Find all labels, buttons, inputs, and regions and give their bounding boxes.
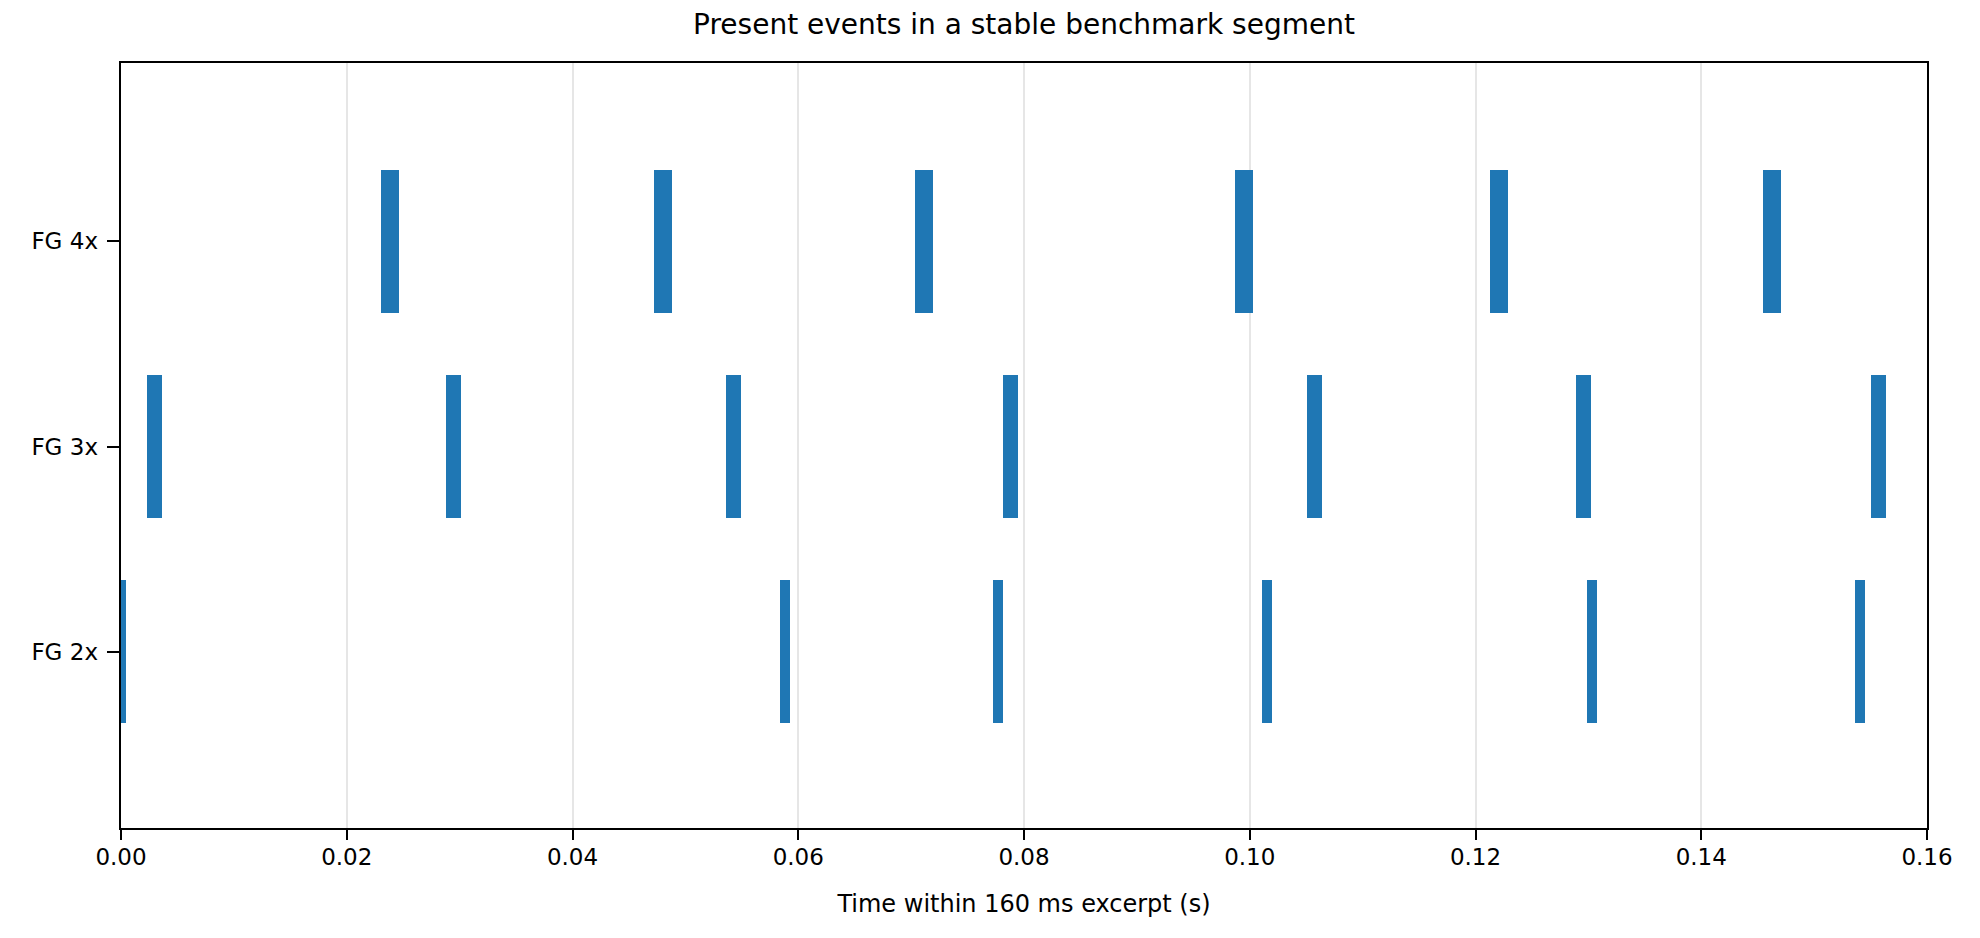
x-tick — [120, 828, 122, 840]
y-tick-label: FG 2x — [31, 639, 98, 665]
chart-title: Present events in a stable benchmark seg… — [119, 8, 1929, 41]
x-axis-label: Time within 160 ms excerpt (s) — [119, 890, 1929, 918]
y-tick — [107, 446, 119, 448]
x-tick — [1249, 828, 1251, 840]
x-tick-label: 0.14 — [1676, 844, 1727, 870]
x-tick — [1926, 828, 1928, 840]
x-tick-label: 0.06 — [773, 844, 824, 870]
x-tick — [1023, 828, 1025, 840]
x-tick-label: 0.10 — [1224, 844, 1275, 870]
x-tick — [572, 828, 574, 840]
plot-axis-layer: 0.000.020.040.060.080.100.120.140.16FG 4… — [121, 63, 1927, 828]
y-tick — [107, 651, 119, 653]
x-tick-label: 0.16 — [1901, 844, 1952, 870]
x-tick — [797, 828, 799, 840]
event-plot-figure: Present events in a stable benchmark seg… — [0, 0, 1980, 938]
y-tick — [107, 240, 119, 242]
x-tick-label: 0.08 — [998, 844, 1049, 870]
x-tick-label: 0.12 — [1450, 844, 1501, 870]
x-tick — [346, 828, 348, 840]
y-tick-label: FG 4x — [31, 228, 98, 254]
x-tick-label: 0.00 — [95, 844, 146, 870]
x-tick — [1700, 828, 1702, 840]
x-tick — [1475, 828, 1477, 840]
y-tick-label: FG 3x — [31, 434, 98, 460]
plot-area: 0.000.020.040.060.080.100.120.140.16FG 4… — [119, 61, 1929, 830]
x-tick-label: 0.04 — [547, 844, 598, 870]
x-tick-label: 0.02 — [321, 844, 372, 870]
